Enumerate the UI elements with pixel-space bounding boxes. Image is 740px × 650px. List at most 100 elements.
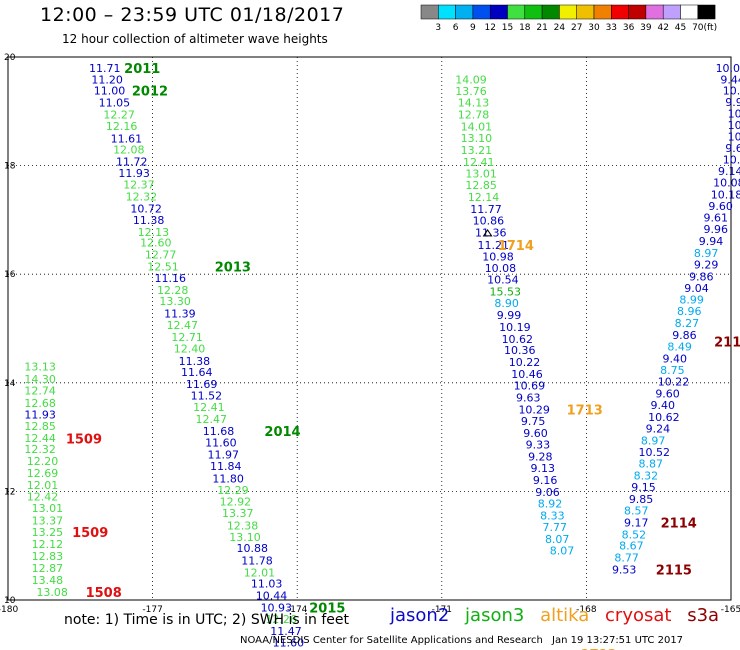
colorbar-swatch <box>662 4 681 20</box>
generated-timestamp: Jan 19 13:27:51 UTC 2017 <box>552 635 684 646</box>
colorbar-swatch <box>559 4 577 20</box>
wave-height-label: 9.16 <box>533 474 558 487</box>
satellite-legend: jason2 jason3 altika cryosat s3a <box>390 605 729 626</box>
colorbar-label: 30 <box>588 23 600 33</box>
wave-height-label: 8.75 <box>660 364 685 377</box>
wave-height-label: 13.25 <box>32 526 64 539</box>
wave-height-label: 8.96 <box>677 305 702 318</box>
colorbar-swatch <box>420 4 439 20</box>
wave-height-label: 9.75 <box>521 415 546 428</box>
wave-height-label: 8.49 <box>667 340 692 353</box>
wave-height-label: 12.13 <box>138 226 170 239</box>
wave-height-label: 11.39 <box>164 307 196 320</box>
wave-height-label: 9.14 <box>718 165 740 178</box>
wave-height-label: 10.6 <box>728 107 740 120</box>
time-annotation: 2114 <box>661 516 697 531</box>
wave-height-label: 12.85 <box>24 420 56 433</box>
colorbar-swatch <box>455 4 474 20</box>
wave-height-label: 11.72 <box>116 155 148 168</box>
wave-height-label: 12.92 <box>220 496 252 509</box>
wave-height-label: 11.61 <box>111 132 143 145</box>
wave-height-label: 14.09 <box>455 73 487 86</box>
wave-height-label: 11.03 <box>251 578 282 591</box>
wave-height-label: 13.37 <box>32 515 64 528</box>
wave-height-label: 11.60 <box>205 437 237 450</box>
colorbar-label: 6 <box>453 23 459 33</box>
wave-height-label: 10.23 <box>277 648 309 650</box>
chart-subtitle: 12 hour collection of altimeter wave hei… <box>62 32 328 46</box>
wave-height-label: 9.9 <box>725 96 740 109</box>
legend-s3a: s3a <box>687 605 720 626</box>
wave-height-label: 11.68 <box>203 425 235 438</box>
wave-height-label: 8.99 <box>679 294 704 307</box>
time-annotation: 2015 <box>309 602 345 617</box>
x-tick-label: -177 <box>142 605 162 615</box>
wave-height-label: 12.38 <box>227 520 259 533</box>
time-annotation: 1714 <box>498 239 534 254</box>
wave-height-label: 10.44 <box>256 590 287 603</box>
time-annotation: 1509 <box>72 526 108 541</box>
wave-height-label: 13.21 <box>461 144 493 157</box>
wave-height-label: 8.52 <box>622 528 647 541</box>
wave-height-label: 9.40 <box>651 399 676 412</box>
colorbar-swatch <box>472 4 491 20</box>
wave-height-label: 11.52 <box>191 389 223 402</box>
wave-height-label: 10.09 <box>716 62 740 75</box>
wave-height-label: 9.15 <box>631 481 656 494</box>
wave-height-label: 11.38 <box>179 355 211 368</box>
colorbar-swatch <box>611 4 629 20</box>
y-tick-label: 18 <box>4 162 16 172</box>
wave-height-label: 10.72 <box>130 202 162 215</box>
wave-height-label: 12.37 <box>123 179 155 192</box>
colorbar-label: 27 <box>571 23 582 33</box>
x-tick-label: -171 <box>432 605 452 615</box>
wave-height-label: 10.22 <box>658 376 690 389</box>
wave-height-label: 13.48 <box>32 574 64 587</box>
wave-height-label: 11.38 <box>133 214 165 227</box>
wave-height-label: 8.07 <box>545 533 570 546</box>
colorbar-label: 36 <box>623 23 635 33</box>
time-annotation: 2113 <box>714 336 740 351</box>
time-annotation: 2012 <box>132 85 168 100</box>
wave-height-label: 11.77 <box>470 203 502 216</box>
wave-height-label: 15.53 <box>490 286 522 299</box>
wave-height-label: 11.60 <box>273 636 305 649</box>
wave-height-label: 11.80 <box>212 472 244 485</box>
wave-height-label: 12.01 <box>27 479 59 492</box>
wave-height-label: 13.08 <box>36 586 68 599</box>
time-annotation: 1508 <box>86 586 122 601</box>
chart-title: 12:00 – 23:59 UTC 01/18/2017 <box>40 4 345 26</box>
x-tick-label: -165 <box>721 605 740 615</box>
wave-height-label: 12.20 <box>27 455 59 468</box>
wave-height-label: 9.6 <box>725 142 740 155</box>
wave-height-label: 9.94 <box>699 235 724 248</box>
wave-height-label: 10.08 <box>713 176 740 189</box>
wave-height-label: 12.29 <box>217 484 249 497</box>
colorbar-label: 3 <box>435 23 441 33</box>
wave-height-label: 9.33 <box>526 439 551 452</box>
colorbar-swatch <box>645 4 664 20</box>
time-annotation: 2013 <box>215 261 251 276</box>
units-note: note: 1) Time is in UTC; 2) SWH is in fe… <box>64 612 350 628</box>
wave-height-label: 10.18 <box>711 188 740 201</box>
wave-height-label: 10.87 <box>723 85 740 98</box>
wave-height-label: 12.60 <box>140 237 172 250</box>
wave-height-label: 10.29 <box>518 403 550 416</box>
wave-height-label: 8.87 <box>638 458 663 471</box>
wave-height-label: 12.08 <box>113 143 144 156</box>
wave-height-label: 12.68 <box>24 397 56 410</box>
x-tick-label: -168 <box>576 605 597 615</box>
time-annotation: 1509 <box>66 433 102 448</box>
colorbar-swatch <box>680 4 699 20</box>
wave-height-label: 9.44 <box>720 73 740 86</box>
wave-height-label: 11.84 <box>210 460 242 473</box>
wave-height-label: 10.62 <box>648 411 680 424</box>
wave-height-label: 14.30 <box>24 373 56 386</box>
wave-height-label: 9.17 <box>624 516 649 529</box>
wave-height-label: 12.14 <box>468 191 500 204</box>
colorbar-label: 21 <box>536 23 547 33</box>
wave-height-label: 11.16 <box>155 272 187 285</box>
wave-height-label: 12.87 <box>32 562 64 575</box>
